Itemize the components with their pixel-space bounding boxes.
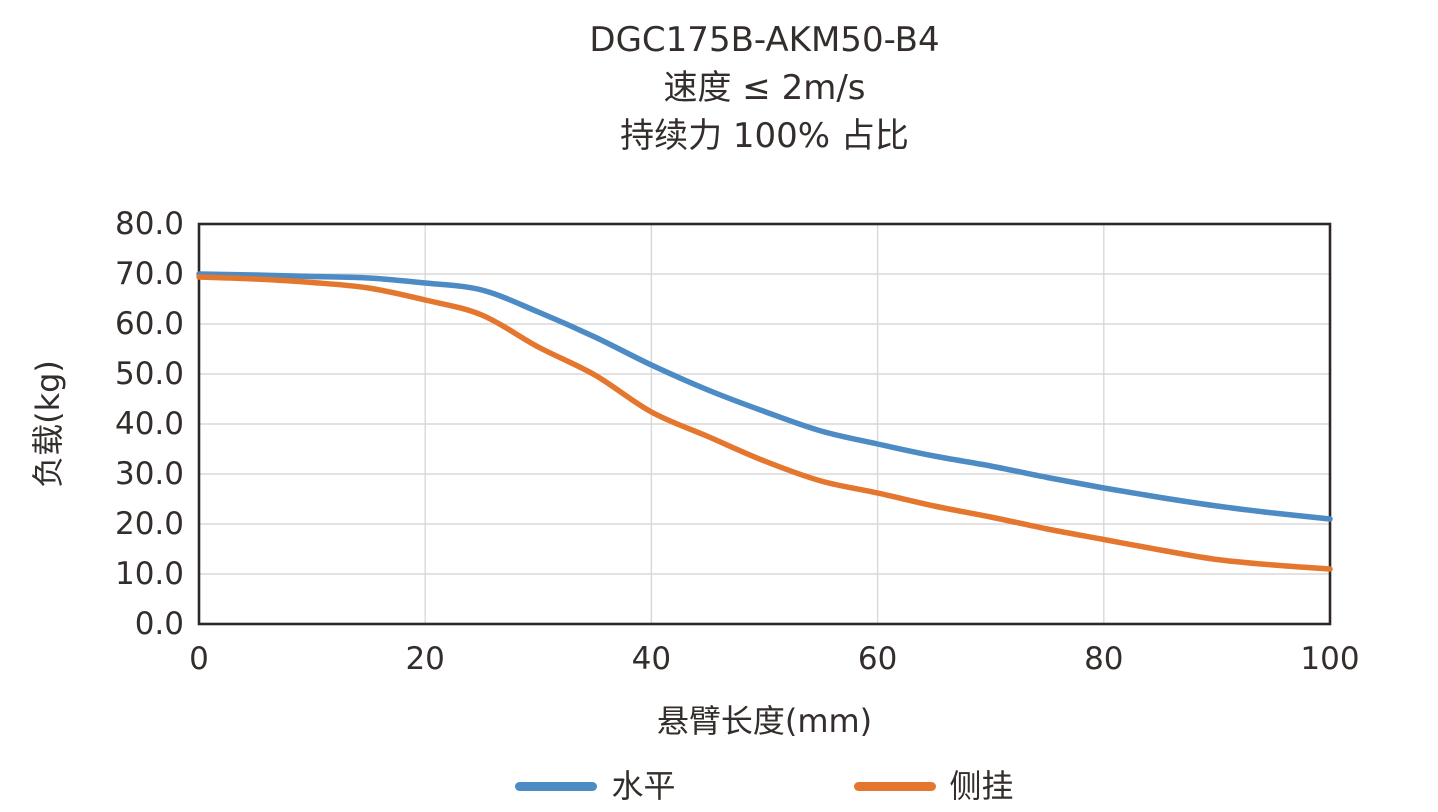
x-tick-label: 20 (405, 641, 445, 677)
series-line-side-mount (196, 274, 1333, 572)
legend-label-horizontal: 水平 (611, 767, 676, 805)
y-tick-label: 60.0 (114, 306, 184, 342)
y-tick-label: 80.0 (114, 206, 184, 242)
legend-label-side-mount: 侧挂 (949, 767, 1014, 805)
chart-title-line3: 持续力 100% 占比 (620, 116, 909, 156)
y-tick-label: 20.0 (114, 506, 184, 542)
chart-title: DGC175B-AKM50-B4 速度 ≤ 2m/s 持续力 100% 占比 (199, 16, 1330, 160)
x-tick-label: 80 (1084, 641, 1124, 677)
y-tick-label: 40.0 (114, 406, 184, 442)
legend-item-horizontal: 水平 (515, 767, 676, 805)
y-tick-label: 50.0 (114, 356, 184, 392)
side-mount-series-color-swatch (853, 781, 936, 791)
y-tick-label: 0.0 (134, 606, 184, 642)
x-axis-title: 悬臂长度(mm) (656, 702, 873, 740)
chart-title-line2: 速度 ≤ 2m/s (663, 68, 866, 108)
x-tick-label: 60 (857, 641, 898, 677)
x-tick-label: 40 (631, 641, 672, 677)
y-tick-label: 10.0 (114, 556, 184, 592)
horizontal-series-color-swatch (515, 781, 598, 791)
x-tick-label: 100 (1300, 641, 1360, 677)
x-tick-label: 0 (189, 641, 209, 677)
y-tick-label: 70.0 (114, 256, 184, 292)
chart-legend: 水平 侧挂 (199, 768, 1330, 804)
plot-frame (197, 222, 1332, 626)
y-tick-label: 30.0 (114, 456, 184, 492)
chart-title-line1: DGC175B-AKM50-B4 (589, 20, 940, 60)
legend-item-side-mount: 侧挂 (853, 767, 1014, 805)
series-line-horizontal (196, 271, 1333, 522)
